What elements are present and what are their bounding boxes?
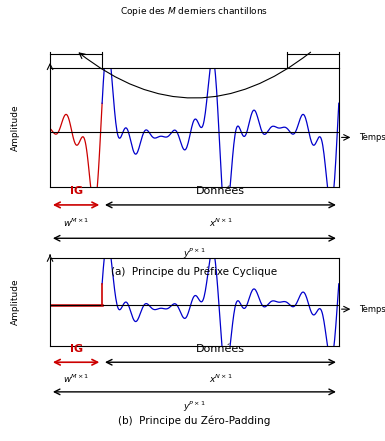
Text: (b)  Principe du Zéro-Padding: (b) Principe du Zéro-Padding bbox=[118, 415, 271, 426]
Text: Copie des $M$ derniers chantillons: Copie des $M$ derniers chantillons bbox=[121, 5, 268, 19]
Text: Temps(s): Temps(s) bbox=[359, 133, 385, 142]
Text: (a)  Principe du Préfixe Cyclique: (a) Principe du Préfixe Cyclique bbox=[111, 267, 278, 277]
Text: $w^{M\times1}$: $w^{M\times1}$ bbox=[63, 217, 89, 229]
Text: $y^{P\times1}$: $y^{P\times1}$ bbox=[183, 399, 206, 414]
Text: $y^{P\times1}$: $y^{P\times1}$ bbox=[183, 247, 206, 261]
Text: IG: IG bbox=[70, 186, 83, 196]
Text: Amplitude: Amplitude bbox=[11, 279, 20, 325]
Text: Temps(s): Temps(s) bbox=[359, 305, 385, 314]
Text: $w^{M\times1}$: $w^{M\times1}$ bbox=[63, 373, 89, 385]
Text: IG: IG bbox=[70, 344, 83, 354]
Text: Données: Données bbox=[196, 344, 245, 354]
Text: Amplitude: Amplitude bbox=[11, 105, 20, 151]
Text: $x^{N\times1}$: $x^{N\times1}$ bbox=[209, 217, 233, 229]
Text: Données: Données bbox=[196, 186, 245, 196]
Text: $x^{N\times1}$: $x^{N\times1}$ bbox=[209, 373, 233, 385]
